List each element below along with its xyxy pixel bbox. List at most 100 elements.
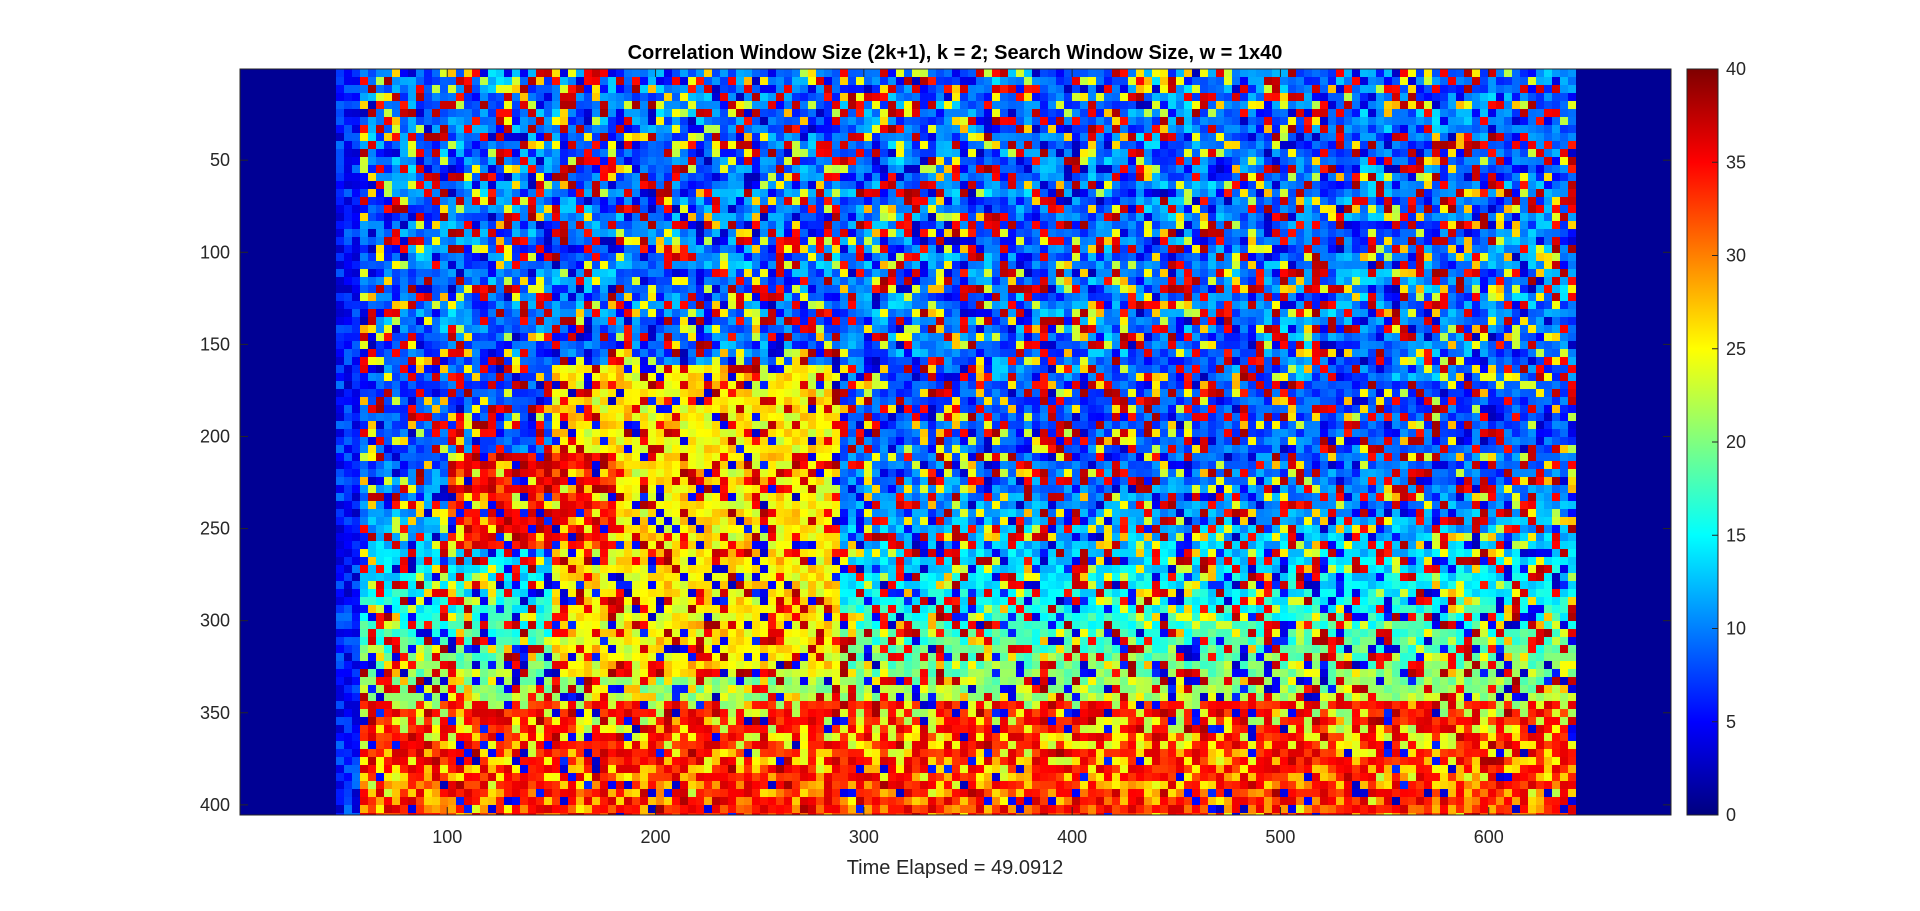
heatmap-cell [1168,93,1176,101]
heatmap-cell [376,213,384,221]
heatmap-cell [312,133,320,141]
heatmap-cell [1496,229,1504,237]
heatmap-cell [240,109,248,117]
heatmap-cell [992,133,1000,141]
heatmap-cell [1064,141,1072,149]
heatmap-cell [800,189,808,197]
heatmap-cell [592,101,600,109]
heatmap-cell [296,197,304,205]
heatmap-cell [1160,253,1168,261]
heatmap-cell [1296,101,1304,109]
heatmap-cell [1520,229,1528,237]
heatmap-cell [1128,133,1136,141]
heatmap-cell [704,189,712,197]
heatmap-cell [920,77,928,85]
heatmap-cell [896,173,904,181]
heatmap-cell [1072,189,1080,197]
heatmap-cell [1032,109,1040,117]
heatmap-cell [1648,149,1656,157]
heatmap-cell [280,101,288,109]
heatmap-cell [1344,125,1352,133]
heatmap-cell [1552,133,1560,141]
heatmap-cell [408,221,416,229]
heatmap-cell [1232,93,1240,101]
heatmap-cell [1560,133,1568,141]
heatmap-cell [432,85,440,93]
heatmap-cell [760,205,768,213]
heatmap-cell [1064,165,1072,173]
heatmap-cell [1112,213,1120,221]
heatmap-cell [984,77,992,85]
heatmap-cell [1360,85,1368,93]
heatmap-cell [448,149,456,157]
heatmap-cell [840,165,848,173]
heatmap-cell [1544,141,1552,149]
heatmap-cell [1520,93,1528,101]
heatmap-cell [912,197,920,205]
heatmap-cell [424,229,432,237]
heatmap-cell [1184,285,1192,293]
heatmap-cell [552,101,560,109]
heatmap-cell [1600,189,1608,197]
heatmap-cell [864,221,872,229]
heatmap-cell [544,173,552,181]
heatmap-cell [256,253,264,261]
heatmap-cell [1504,181,1512,189]
heatmap-cell [640,237,648,245]
heatmap-cell [1320,93,1328,101]
heatmap-cell [336,69,344,77]
heatmap-cell [776,157,784,165]
heatmap-cell [720,237,728,245]
heatmap-cell [904,93,912,101]
heatmap-cell [752,261,760,269]
heatmap-cell [1656,261,1664,269]
heatmap-cell [456,149,464,157]
heatmap-cell [1224,109,1232,117]
heatmap-cell [752,93,760,101]
heatmap-cell [608,197,616,205]
heatmap-cell [864,269,872,277]
heatmap-cell [496,109,504,117]
heatmap-cell [464,157,472,165]
heatmap-cell [1048,125,1056,133]
heatmap-cell [1392,277,1400,285]
heatmap-cell [1112,141,1120,149]
heatmap-cell [720,285,728,293]
heatmap-cell [664,277,672,285]
heatmap-cell [704,85,712,93]
heatmap-cell [712,253,720,261]
heatmap-cell [1056,117,1064,125]
heatmap-cell [1512,125,1520,133]
heatmap-cell [992,101,1000,109]
heatmap-cell [1536,149,1544,157]
heatmap-cell [1248,245,1256,253]
heatmap-cell [728,221,736,229]
heatmap-cell [928,189,936,197]
heatmap-cell [680,237,688,245]
heatmap-cell [864,197,872,205]
heatmap-cell [752,141,760,149]
heatmap-cell [1432,117,1440,125]
heatmap-cell [344,285,352,293]
heatmap-cell [1624,149,1632,157]
heatmap-cell [544,197,552,205]
heatmap-cell [1144,141,1152,149]
heatmap-cell [1544,269,1552,277]
heatmap-cell [1384,125,1392,133]
heatmap-cell [1088,101,1096,109]
heatmap-cell [600,237,608,245]
heatmap-cell [696,261,704,269]
heatmap-cell [280,221,288,229]
heatmap-cell [400,69,408,77]
heatmap-cell [1640,213,1648,221]
heatmap-cell [1656,197,1664,205]
heatmap-cell [720,69,728,77]
heatmap-cell [1176,93,1184,101]
heatmap-cell [1072,285,1080,293]
heatmap-cell [1264,237,1272,245]
heatmap-cell [800,117,808,125]
heatmap-cell [1320,141,1328,149]
heatmap-cell [488,149,496,157]
heatmap-cell [1128,269,1136,277]
heatmap-cell [1328,277,1336,285]
